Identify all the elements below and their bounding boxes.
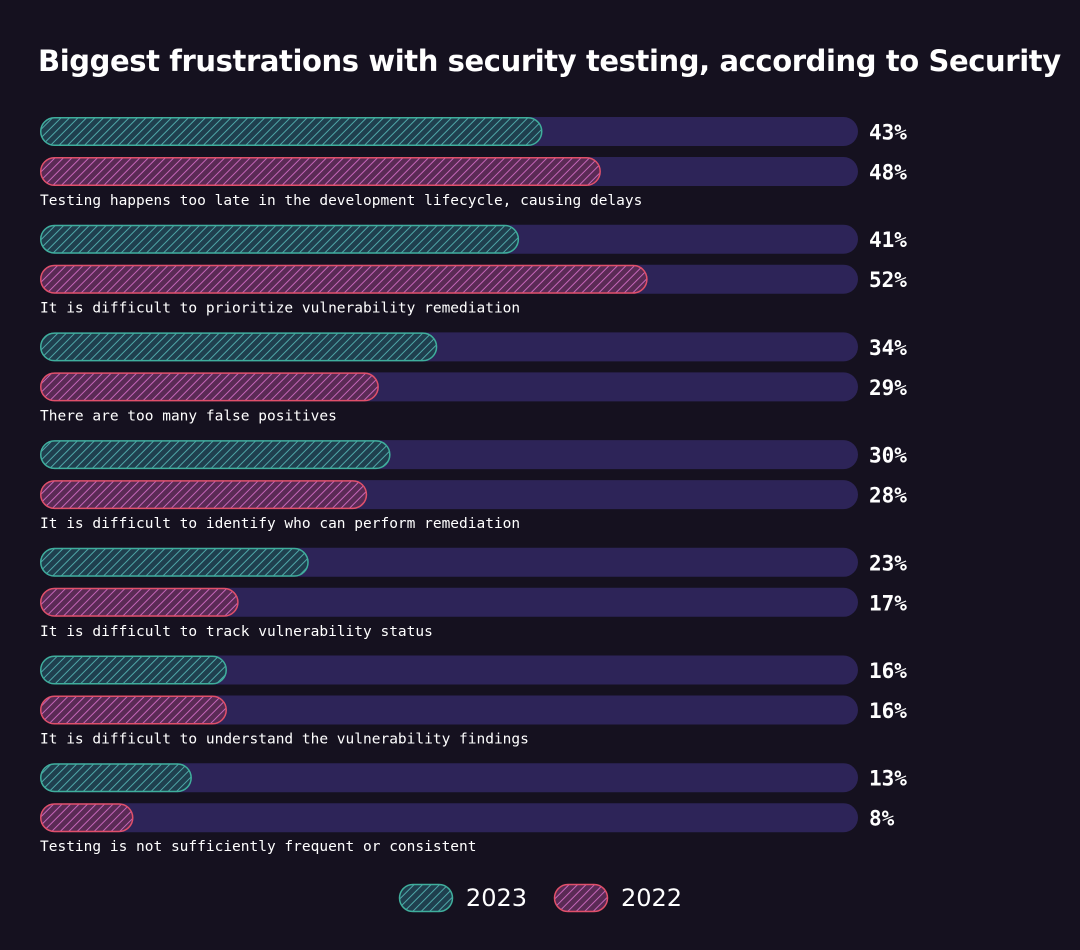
bar-chart: 43% 48% Testing happens too late in the de… [40, 117, 907, 855]
bar-2023 [40, 332, 438, 362]
value-label-2022: 29% [869, 376, 907, 400]
bar-track [40, 803, 858, 833]
bar-2022 [40, 480, 368, 510]
legend-swatch-2023 [398, 883, 454, 913]
bar-2023 [40, 440, 391, 470]
category-label: Testing is not sufficiently frequent or … [40, 839, 477, 855]
bar-2023 [40, 117, 543, 146]
category-label: Testing happens too late in the developm… [40, 193, 642, 209]
bar-2022 [40, 157, 601, 186]
bar-track [40, 587, 858, 617]
value-label-2022: 48% [869, 161, 907, 185]
chart-title: Biggest frustrations with security testi… [38, 44, 1061, 78]
category-label: It is difficult to identify who can perf… [40, 516, 520, 532]
value-label-2023: 43% [869, 121, 907, 145]
value-label-2022: 52% [869, 268, 907, 292]
value-label-2023: 34% [869, 336, 907, 360]
bar-2022 [40, 372, 379, 402]
bar-2022 [40, 695, 227, 725]
category-label: It is difficult to understand the vulner… [40, 732, 529, 748]
bar-2023 [40, 224, 520, 254]
legend: 2023 2022 [0, 878, 1080, 918]
category-label: It is difficult to track vulnerability s… [40, 624, 433, 640]
legend-label-2022: 2022 [621, 884, 683, 912]
value-label-2022: 16% [869, 699, 907, 723]
bar-2023 [40, 763, 192, 793]
bar-2022 [40, 264, 648, 294]
bar-track [40, 763, 858, 793]
bar-2022 [40, 803, 134, 833]
bar-track [40, 655, 858, 685]
category-label: It is difficult to prioritize vulnerabil… [40, 301, 520, 317]
legend-label-2023: 2023 [465, 884, 527, 912]
bar-2023 [40, 655, 227, 685]
value-label-2022: 28% [869, 484, 907, 508]
value-label-2023: 16% [869, 659, 907, 683]
bar-track [40, 695, 858, 725]
legend-swatch-2022 [553, 883, 609, 913]
value-label-2022: 17% [869, 591, 907, 615]
legend-item-2022: 2022 [553, 883, 682, 913]
bar-2023 [40, 547, 309, 577]
bar-2022 [40, 587, 239, 617]
value-label-2022: 8% [869, 807, 895, 831]
value-label-2023: 41% [869, 228, 907, 252]
value-label-2023: 30% [869, 444, 907, 468]
value-label-2023: 13% [869, 767, 907, 791]
value-label-2023: 23% [869, 551, 907, 575]
legend-item-2023: 2023 [398, 883, 527, 913]
category-label: There are too many false positives [40, 408, 337, 424]
